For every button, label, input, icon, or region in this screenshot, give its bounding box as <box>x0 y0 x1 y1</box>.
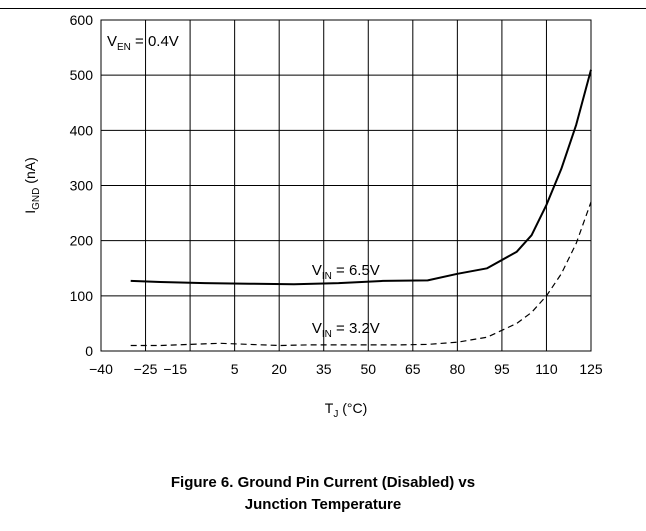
series-lines <box>130 69 592 347</box>
annotation-vin65: VIN = 6.5V <box>312 262 380 282</box>
annotation-ven: VEN = 0.4V <box>107 33 179 53</box>
caption-line-1: Figure 6. Ground Pin Current (Disabled) … <box>170 474 476 491</box>
series-line-vin65 <box>130 69 592 286</box>
y-tick-label: 100 <box>70 288 94 304</box>
x-tick-label: 80 <box>450 361 466 377</box>
x-tick-label: −25 <box>134 361 158 377</box>
series-line-vin32 <box>130 201 592 347</box>
grid <box>101 19 592 352</box>
x-tick-label: 50 <box>360 361 376 377</box>
x-tick-label: 5 <box>231 361 239 377</box>
figure-caption: Figure 6. Ground Pin Current (Disabled) … <box>0 472 646 516</box>
y-tick-labels: 0 100 200 300 400 500 600 <box>70 12 94 359</box>
chart: −40 −25 −15 5 20 35 50 65 80 95 110 125 0 100 200 300 4… <box>0 8 646 420</box>
y-tick-label: 500 <box>70 67 94 83</box>
annotations: VEN = 0.4V VIN = 6.5V VIN = 3.2V <box>107 33 380 340</box>
x-tick-label: 20 <box>271 361 287 377</box>
y-axis-label: IGND (nA) <box>22 157 42 213</box>
y-tick-label: 0 <box>85 343 93 359</box>
caption-line-2: Junction Temperature <box>244 496 402 513</box>
x-tick-label: 125 <box>579 361 603 377</box>
x-tick-label: −40 <box>89 361 113 377</box>
y-tick-label: 200 <box>70 233 94 249</box>
x-tick-label: 95 <box>494 361 510 377</box>
plot-frame <box>100 19 592 352</box>
annotation-vin32: VIN = 3.2V <box>312 320 380 340</box>
x-tick-labels: −40 −25 −15 5 20 35 50 65 80 95 110 125 <box>89 361 603 377</box>
x-tick-label: 110 <box>535 361 558 377</box>
x-axis-label: TJ (°C) <box>325 400 368 420</box>
x-tick-label: 65 <box>405 361 421 377</box>
y-tick-label: 600 <box>70 12 94 28</box>
x-tick-label: −15 <box>163 361 187 377</box>
x-tick-label: 35 <box>316 361 332 377</box>
y-tick-label: 400 <box>70 122 94 138</box>
y-tick-label: 300 <box>70 178 94 194</box>
